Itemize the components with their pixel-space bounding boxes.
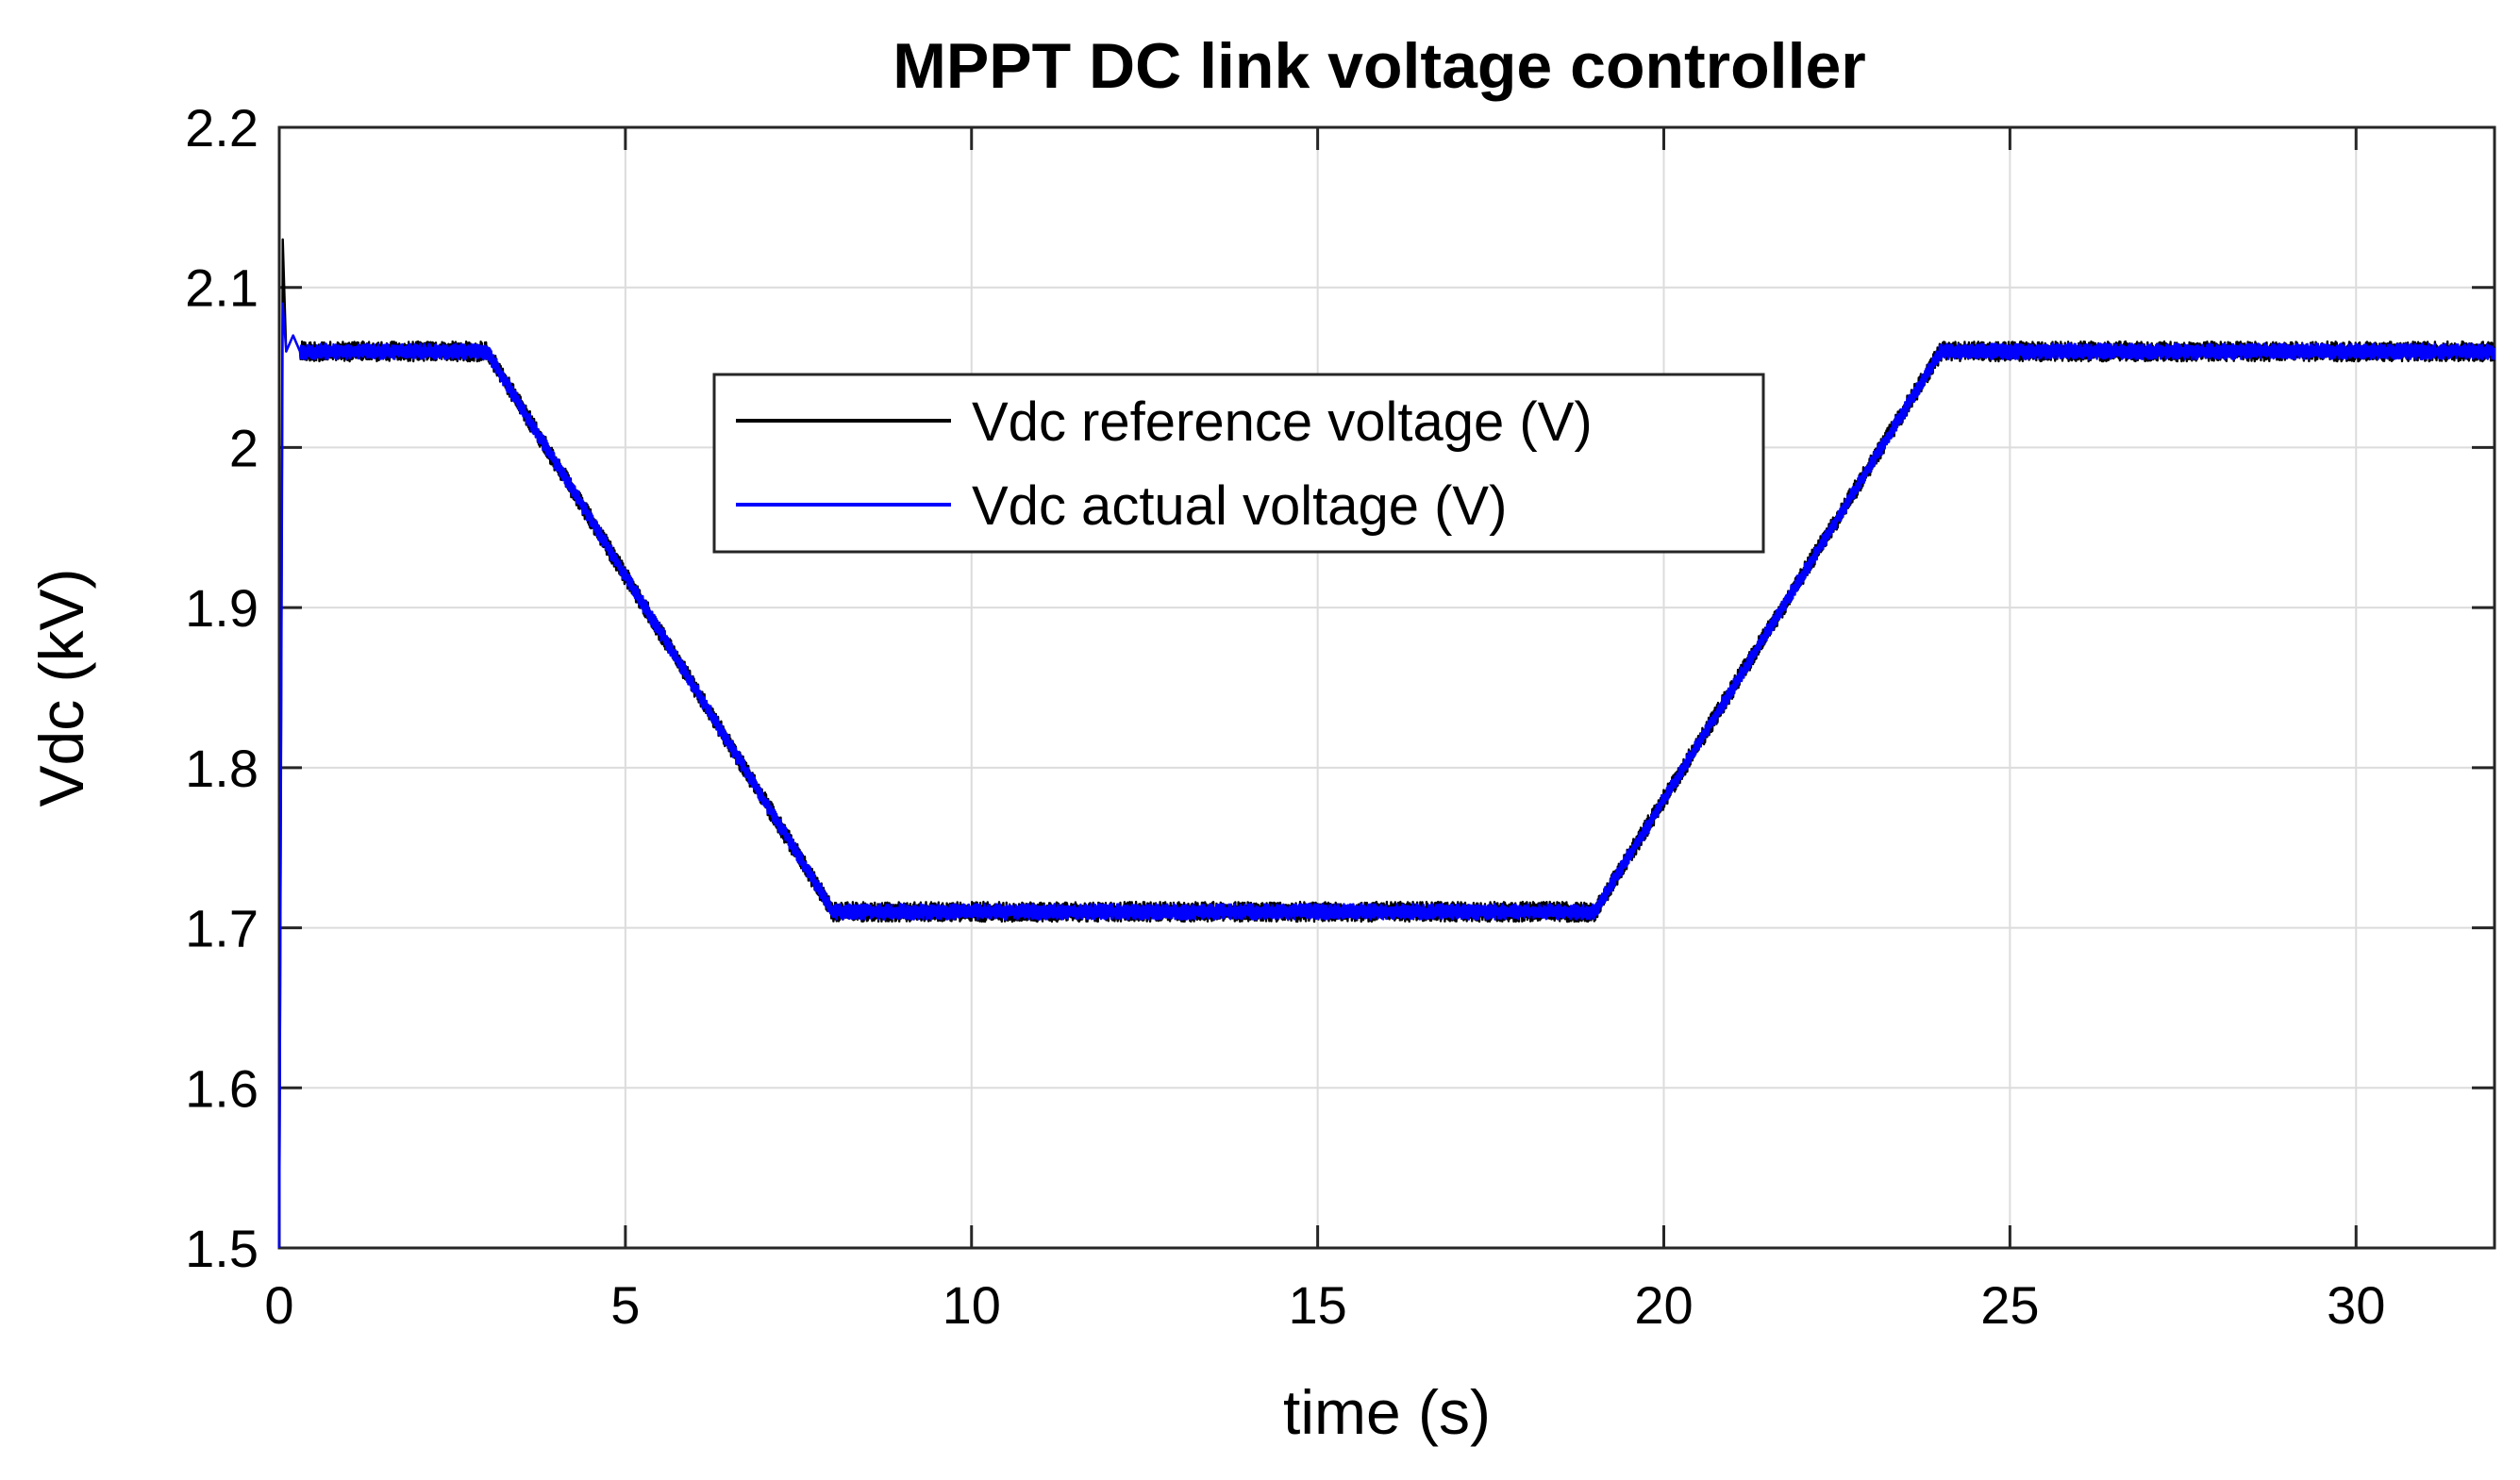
y-tick-label: 2 <box>229 418 259 477</box>
x-tick-label: 30 <box>2327 1275 2385 1335</box>
x-tick-label: 15 <box>1288 1275 1346 1335</box>
x-axis-label: time (s) <box>1283 1377 1491 1447</box>
series-lines <box>277 238 2496 1249</box>
x-tick-label: 25 <box>1980 1275 2039 1335</box>
x-tick-labels: 0 5 10 15 20 25 30 <box>264 1275 2385 1335</box>
legend-box <box>712 373 1765 554</box>
x-tick-label: 5 <box>610 1275 640 1335</box>
y-axis-label: Vdc (kV) <box>26 568 96 807</box>
x-tick-label: 0 <box>264 1275 293 1335</box>
y-tick-label: 1.8 <box>185 739 259 798</box>
tick-marks <box>277 125 2495 1250</box>
legend-label-actual: Vdc actual voltage (V) <box>972 475 1507 537</box>
y-tick-label: 2.1 <box>185 258 259 318</box>
legend-label-reference: Vdc reference voltage (V) <box>972 391 1593 453</box>
series-line-actual <box>277 302 2496 1249</box>
y-tick-label: 2.2 <box>185 98 259 158</box>
x-tick-label: 20 <box>1634 1275 1693 1335</box>
plot-area <box>277 125 2496 1250</box>
y-tick-label: 1.5 <box>185 1219 259 1278</box>
y-tick-labels: 1.5 1.6 1.7 1.8 1.9 2 2.1 2.2 <box>185 98 259 1278</box>
y-tick-label: 1.6 <box>185 1058 259 1118</box>
legend: Vdc reference voltage (V) Vdc actual vol… <box>712 373 1765 554</box>
x-tick-label: 10 <box>943 1275 1001 1335</box>
chart-title: MPPT DC link voltage controller <box>893 30 1866 102</box>
y-tick-label: 1.7 <box>185 899 259 958</box>
y-tick-label: 1.9 <box>185 578 259 638</box>
